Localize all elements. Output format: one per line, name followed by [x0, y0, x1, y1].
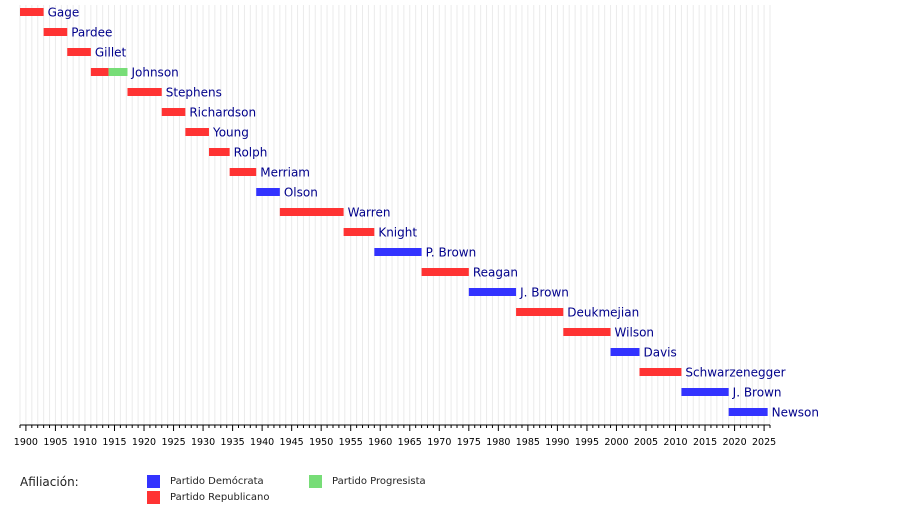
x-tick-label: 2000: [604, 437, 628, 448]
x-tick-label: 1995: [575, 437, 599, 448]
term-bar-newson-0: [728, 408, 768, 416]
x-tick-label: 1925: [161, 437, 185, 448]
term-bar-young-0: [185, 128, 209, 136]
term-bar-knight-0: [343, 228, 375, 236]
term-bar-p-brown-0: [374, 248, 422, 256]
x-tick-label: 1905: [43, 437, 67, 448]
governor-label: P. Brown: [426, 246, 477, 260]
legend-swatch-progressive: [309, 475, 322, 488]
governor-label: Olson: [284, 186, 318, 200]
x-tick-label: 1900: [14, 437, 38, 448]
term-bar-richardson-0: [161, 108, 186, 116]
legend-label-progressive: Partido Progresista: [332, 476, 426, 487]
x-tick-label: 1950: [309, 437, 333, 448]
x-tick-label: 1960: [368, 437, 392, 448]
governor-label: Schwarzenegger: [685, 366, 785, 380]
governor-label: Reagan: [473, 266, 518, 280]
x-tick-label: 1915: [102, 437, 126, 448]
x-tick-label: 1955: [339, 437, 363, 448]
governors-timeline-chart: 1900 1905 1910 1915 1920 1925 1930 1935 1940 1945…: [14, 5, 819, 448]
legend-label-democratic: Partido Demócrata: [170, 476, 264, 487]
governor-label: Davis: [643, 346, 676, 360]
x-tick-label: 1975: [457, 437, 481, 448]
x-tick-label: 1930: [191, 437, 215, 448]
x-tick-label: 1920: [132, 437, 156, 448]
x-tick-label: 1945: [280, 437, 304, 448]
governor-label: Stephens: [166, 86, 222, 100]
term-bar-merriam-0: [229, 168, 257, 176]
x-tick-label: 1970: [427, 437, 451, 448]
legend-swatch-democratic: [147, 475, 160, 488]
governor-label: J. Brown: [519, 286, 569, 300]
legend-swatch-republican: [147, 491, 160, 504]
governor-label: Merriam: [260, 166, 310, 180]
x-tick-label: 1985: [516, 437, 540, 448]
x-tick-label: 1980: [486, 437, 510, 448]
governor-label: Richardson: [189, 106, 256, 120]
governor-label: Warren: [348, 206, 391, 220]
x-tick-label: 1935: [221, 437, 245, 448]
term-bar-pardee-0: [43, 28, 68, 36]
term-bar-rolph-0: [208, 148, 230, 156]
governor-label: Johnson: [130, 66, 178, 80]
x-tick-label: 2005: [634, 437, 658, 448]
x-axis: 1900 1905 1910 1915 1920 1925 1930 1935 1940 1945…: [14, 424, 776, 448]
term-bar-davis-0: [610, 348, 640, 356]
term-bar-warren-0: [279, 208, 344, 216]
x-tick-label: 1910: [73, 437, 97, 448]
term-bar-j-brown-0: [681, 388, 729, 396]
governor-label: Gage: [48, 6, 80, 20]
year-gridlines: [19, 5, 771, 425]
x-tick-label: 2020: [722, 437, 746, 448]
governor-label: Knight: [378, 226, 417, 240]
term-bar-johnson-0: [90, 68, 109, 76]
governor-label: Gillet: [95, 46, 127, 60]
x-tick-label: 1990: [545, 437, 569, 448]
term-bar-gillet-0: [67, 48, 91, 56]
governor-label: Pardee: [71, 26, 112, 40]
term-bar-deukmejian-0: [516, 308, 564, 316]
governor-label: Deukmejian: [567, 306, 639, 320]
term-bar-gage-0: [20, 8, 44, 16]
x-tick-label: 2025: [752, 437, 776, 448]
term-bar-stephens-0: [127, 88, 162, 96]
legend-label-republican: Partido Republicano: [170, 492, 270, 503]
x-tick-label: 2010: [663, 437, 687, 448]
legend-title: Afiliación:: [20, 475, 79, 489]
x-tick-label: 1940: [250, 437, 274, 448]
governor-label: Rolph: [234, 146, 268, 160]
governor-label: Newson: [772, 406, 819, 420]
x-tick-label: 2015: [693, 437, 717, 448]
term-bar-johnson-1: [108, 68, 128, 76]
governor-label: Young: [212, 126, 249, 140]
x-tick-label: 1965: [398, 437, 422, 448]
term-bar-reagan-0: [421, 268, 469, 276]
term-bar-wilson-0: [563, 328, 611, 336]
term-bar-schwarzenegger-0: [639, 368, 682, 376]
term-bar-olson-0: [256, 188, 280, 196]
governor-label: J. Brown: [732, 386, 782, 400]
governor-label: Wilson: [615, 326, 654, 340]
term-bar-j-brown-0: [468, 288, 517, 296]
term-bars: [20, 8, 768, 416]
legend: Afiliación: Partido Demócrata Partido Re…: [0, 462, 900, 508]
